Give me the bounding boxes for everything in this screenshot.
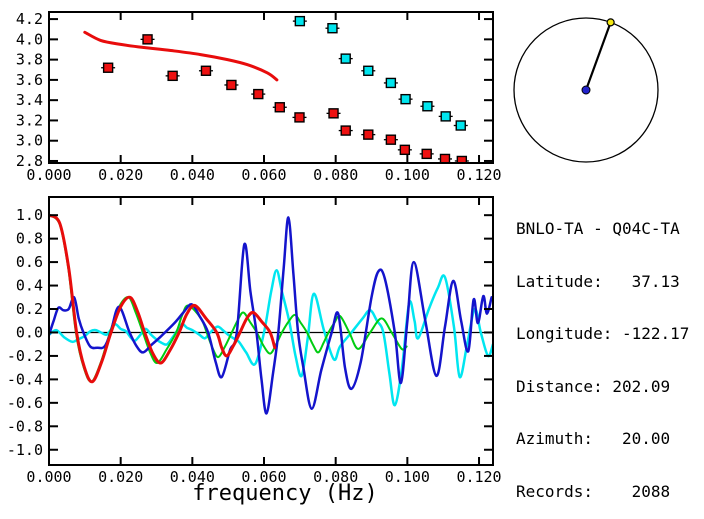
y-tick-label: 4.2 [16, 10, 43, 28]
azimuth-pointer [584, 21, 612, 91]
latitude-row: Latitude: 37.13 [516, 271, 680, 291]
distance-row: Distance: 202.09 [516, 376, 671, 396]
records-row: Records: 2088 [516, 481, 671, 501]
data-point-square [385, 134, 397, 145]
data-point-square [253, 88, 264, 100]
azimuth-row: Azimuth: 20.00 [516, 429, 671, 448]
x-tick-label: 0.080 [313, 166, 358, 184]
center-station-dot [581, 85, 591, 95]
red-line [49, 213, 277, 384]
y-tick-label: 3.4 [16, 91, 43, 109]
y-tick-label: 0.2 [16, 300, 43, 318]
data-point-square [439, 153, 451, 163]
data-point-square [142, 34, 153, 45]
top-chart: 0.000 0.020 0.040 0.060 0.080 0.100 0.120 2.8 3.… [16, 10, 502, 184]
y-tick-label: -1.0 [7, 441, 43, 459]
y-tick-label: 0.0 [16, 323, 43, 341]
data-point-square [399, 144, 411, 156]
data-point-square [102, 62, 114, 73]
data-point-square [274, 102, 285, 113]
y-tick-label: 0.8 [16, 230, 43, 248]
data-point-square [328, 108, 339, 119]
pair-label: BNLO-TA - Q04C-TA [516, 219, 680, 238]
y-tick-label: 4.0 [16, 30, 43, 48]
data-point-square [340, 53, 351, 64]
top-chart-series [83, 15, 469, 163]
data-point-square [294, 112, 305, 123]
longitude-row: Longitude: -122.17 [516, 324, 690, 343]
data-point-square [167, 70, 178, 82]
y-tick-label: -0.6 [7, 394, 43, 412]
y-tick-label: -0.4 [7, 370, 43, 388]
bottom-chart-series [49, 213, 493, 415]
red-squares [101, 34, 469, 163]
data-point-square [440, 111, 451, 122]
data-point-square [226, 79, 237, 91]
y-tick-label: 1.0 [16, 206, 43, 224]
x-tick-label: 0.100 [385, 468, 430, 486]
cyan-squares [292, 15, 468, 131]
x-tick-label: 0.100 [385, 166, 430, 184]
top-chart-frame [48, 11, 494, 164]
azimuth-indicator [513, 17, 659, 163]
bottom-chart-frame [48, 196, 494, 466]
x-tick-label: 0.000 [26, 468, 71, 486]
y-tick-label: 0.4 [16, 277, 43, 295]
data-point-square [456, 155, 468, 163]
rim-station-dot [606, 18, 615, 27]
azimuth-circle [513, 17, 659, 163]
data-point-square [363, 129, 374, 140]
y-tick-label: 2.8 [16, 152, 43, 170]
y-tick-label: 0.6 [16, 253, 43, 271]
x-tick-label: 0.120 [456, 468, 501, 486]
data-point-square [422, 101, 433, 112]
y-tick-label: 3.6 [16, 71, 43, 89]
data-point-square [200, 65, 212, 76]
data-point-square [363, 65, 374, 76]
y-tick-label: 3.2 [16, 111, 43, 129]
data-point-square [400, 93, 411, 105]
red-model-curve [83, 30, 279, 82]
x-tick-label: 0.060 [241, 166, 286, 184]
data-point-square [455, 120, 466, 131]
x-tick-label: 0.040 [170, 166, 215, 184]
y-tick-label: -0.8 [7, 417, 43, 435]
x-tick-label: 0.120 [456, 166, 501, 184]
data-point-square [294, 15, 306, 27]
x-axis-title: frequency (Hz) [192, 481, 377, 506]
data-point-square [385, 77, 397, 89]
x-tick-label: 0.000 [26, 166, 71, 184]
y-tick-label: -0.2 [7, 347, 43, 365]
x-tick-label: 0.080 [313, 468, 358, 486]
y-tick-label: 3.0 [16, 132, 43, 150]
data-point-square [340, 125, 351, 136]
x-tick-label: 0.060 [241, 468, 286, 486]
cyan-line [49, 269, 493, 407]
bottom-chart: 0.000 0.020 0.040 0.060 0.080 0.100 0.120 -1.0 -… [7, 196, 502, 506]
x-tick-label: 0.020 [98, 468, 143, 486]
data-point-square [327, 23, 338, 34]
x-tick-label: 0.020 [98, 166, 143, 184]
x-tick-label: 0.040 [170, 468, 215, 486]
y-tick-label: 3.8 [16, 51, 43, 69]
data-point-square [421, 148, 432, 160]
station-pair-info: BNLO-TA - Q04C-TA Latitude: 37.13 Longit… [516, 185, 689, 519]
